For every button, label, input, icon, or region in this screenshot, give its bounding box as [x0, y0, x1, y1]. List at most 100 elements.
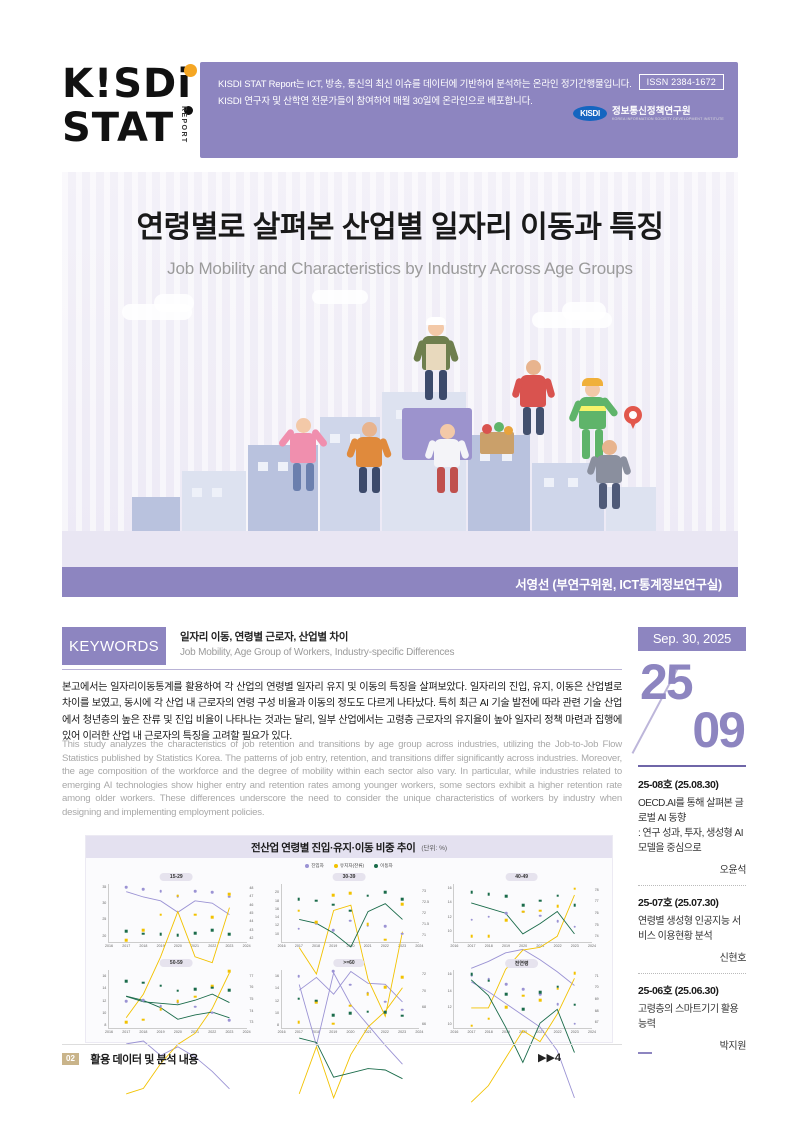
x-axis-tick: 2023 [570, 1030, 579, 1034]
y-axis-tick-left: 16 [447, 885, 452, 890]
data-point-유지자(잔류) [573, 972, 577, 975]
data-point-이동자 [210, 929, 214, 932]
y-axis-tick-left: 16 [447, 972, 452, 977]
chart-panel-grid: 15-29 20 25 30 35 42 43 44 45 46 47 48 2016 2017 2018 2… [86, 869, 612, 1047]
data-point-유지자(잔류) [210, 915, 214, 919]
y-axis-tick-left: 30 [102, 901, 107, 906]
y-axis-tick-left: 10 [447, 929, 452, 934]
y-axis-tick-right: 68 [594, 1008, 599, 1013]
rail-item-title: OECD.AI를 통해 살펴본 글로벌 AI 동향: 연구 성과, 투자, 생성… [638, 798, 744, 854]
series-line-이동자 [299, 1038, 402, 1079]
y-axis-tick-left: 20 [102, 933, 107, 938]
rail-item-author: 오윤석 [719, 865, 747, 876]
rail-item-number: 25-08호 (25.08.30) [638, 779, 719, 791]
data-point-유지자(잔류) [487, 934, 491, 938]
series-line-진입자 [126, 1041, 229, 1089]
y-axis-tick-left: 8 [104, 1022, 107, 1027]
data-point-진입자 [487, 915, 491, 918]
rail-item[interactable]: 25-08호 (25.08.30) OECD.AI를 통해 살펴본 글로벌 AI … [638, 777, 746, 876]
data-point-유지자(잔류) [210, 984, 214, 988]
data-point-유지자(잔류) [504, 918, 508, 922]
x-axis-tick: 2021 [191, 944, 200, 948]
data-point-유지자(잔류) [539, 909, 542, 912]
y-axis-tick-left: 10 [447, 1021, 452, 1026]
series-line-진입자 [472, 982, 575, 1098]
keywords-row: KEYWORDS 일자리 이동, 연령별 근로자, 산업별 차이 Job Mob… [62, 627, 622, 665]
data-point-이동자 [314, 899, 318, 902]
y-axis-tick-left: 14 [447, 900, 452, 905]
data-point-진입자 [210, 1011, 214, 1015]
abstract-english: This study analyzes the characteristics … [62, 739, 622, 818]
data-point-유지자(잔류) [331, 893, 335, 897]
x-axis-tick: 2024 [242, 944, 251, 948]
data-point-진입자 [539, 992, 542, 996]
x-axis-tick: 2017 [467, 944, 476, 948]
y-axis-tick-left: 12 [102, 998, 107, 1003]
data-point-이동자 [124, 979, 128, 983]
data-point-이동자 [366, 1010, 369, 1013]
rail-item[interactable]: 25-06호 (25.06.30) 고령층의 스마트기기 활용능력 박지원 [638, 983, 746, 1052]
y-axis-tick-left: 14 [447, 988, 452, 993]
page-arrows-icon: ▶▶ [538, 1052, 555, 1064]
data-point-유지자(잔류) [521, 994, 525, 997]
data-point-유지자(잔류) [556, 904, 559, 908]
x-axis-tick: 2023 [398, 1030, 407, 1034]
y-axis-tick-left: 16 [102, 974, 107, 979]
series-line-진입자 [472, 949, 575, 985]
rail-item-title: 연령별 생성형 인공지능 서비스 이용현황 분석 [638, 916, 741, 942]
data-point-유지자(잔류) [142, 929, 145, 932]
data-point-이동자 [159, 932, 162, 936]
chart-unit: (단위: %) [421, 845, 448, 852]
x-axis-tick: 2016 [277, 1030, 286, 1034]
x-axis-tick: 2023 [225, 1030, 234, 1034]
x-axis-tick: 2021 [363, 1030, 372, 1034]
x-axis-tick: 2023 [570, 944, 579, 948]
data-point-이동자 [314, 999, 318, 1002]
data-point-진입자 [504, 911, 508, 915]
y-axis-tick-right: 76 [594, 911, 599, 915]
illustration-person-vendor [345, 422, 393, 502]
data-point-이동자 [470, 972, 473, 976]
data-point-이동자 [470, 890, 473, 894]
x-axis-tick: 2017 [467, 1030, 476, 1034]
legend-entry-유지자(잔류): 유지자(잔류) [333, 863, 364, 869]
data-point-이동자 [349, 909, 352, 912]
series-line-유지자(잔류) [126, 908, 229, 1018]
series-line-유지자(잔류) [472, 895, 575, 1008]
data-point-진입자 [124, 885, 128, 889]
footer-divider [62, 1044, 622, 1045]
chart-panel-label: 50-59 [159, 959, 193, 967]
data-point-유지자(잔류) [349, 891, 352, 895]
data-point-유지자(잔류) [314, 920, 318, 924]
data-point-이동자 [193, 931, 197, 935]
logo-dot-secondary-icon [184, 106, 193, 115]
data-point-진입자 [297, 927, 301, 931]
data-point-진입자 [504, 982, 508, 986]
x-axis-tick: 2021 [191, 1030, 200, 1034]
y-axis-tick-right: 66 [422, 1021, 427, 1026]
chart-panel-label: 30-39 [332, 873, 366, 881]
data-point-진입자 [366, 924, 369, 928]
data-point-유지자(잔류) [539, 998, 542, 1002]
y-axis-tick-left: 8 [276, 1022, 279, 1027]
page-title: 연령별로 살펴본 산업별 일자리 이동과 특징 [136, 211, 664, 244]
data-point-이동자 [349, 1012, 352, 1015]
x-axis-tick: 2016 [450, 1030, 459, 1034]
rail-item[interactable]: 25-07호 (25.07.30) 연령별 생성형 인공지능 서비스 이용현황 분… [638, 895, 746, 964]
chart-panel->=60: >=60 8 10 12 14 16 66 68 70 72 2016 2017 2018 2019 202… [263, 957, 436, 1043]
y-axis-tick-right: 67 [594, 1020, 599, 1025]
data-point-이동자 [383, 890, 387, 894]
data-point-이동자 [176, 933, 180, 937]
data-point-이동자 [366, 894, 369, 897]
logo-dot-icon [184, 64, 197, 77]
y-axis-tick-left: 14 [274, 986, 279, 991]
data-point-이동자 [504, 895, 508, 898]
data-point-진입자 [142, 888, 145, 891]
masthead: K!SDi STAT REPORT KISDI STAT Report는 ICT… [62, 62, 738, 158]
data-point-진입자 [228, 1018, 231, 1022]
data-point-진입자 [487, 977, 491, 981]
x-axis-tick: 2023 [225, 944, 234, 948]
data-point-유지자(잔류) [159, 1008, 162, 1011]
chart-header: 전산업 연령별 진입·유지·이동 비중 추이 (단위: %) [86, 836, 612, 858]
data-point-유지자(잔류) [176, 894, 180, 897]
